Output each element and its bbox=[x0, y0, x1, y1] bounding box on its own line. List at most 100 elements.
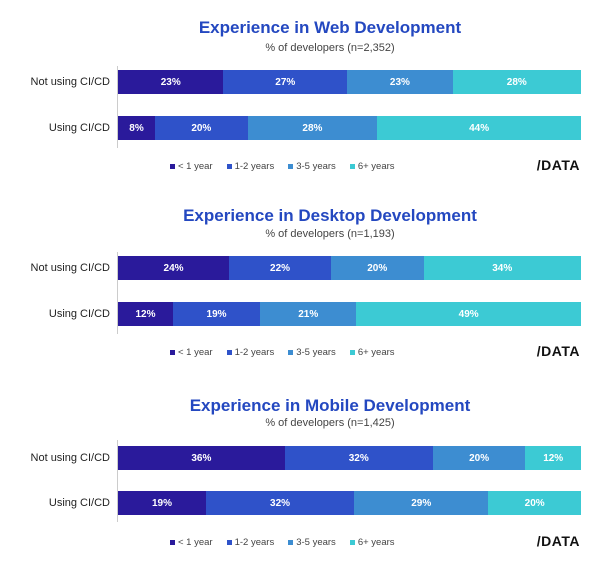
chart-subtitle: % of developers (n=1,193) bbox=[265, 228, 395, 240]
category-label: Using CI/CD bbox=[48, 497, 110, 509]
brand-logo: /DATA bbox=[536, 157, 580, 173]
legend-label: 3-5 years bbox=[296, 347, 336, 358]
legend-swatch bbox=[288, 540, 294, 545]
bar-segment: 24% bbox=[118, 256, 230, 280]
legend-label: 3-5 years bbox=[296, 537, 336, 548]
legend: < 1 year 1-2 years 3-5 years 6+ years bbox=[170, 161, 395, 172]
brand-logo: /DATA bbox=[536, 343, 580, 359]
data-label: 34% bbox=[492, 262, 513, 274]
bar-segment: 36% bbox=[118, 446, 285, 470]
stacked-bar: 8% 20% 28% 44% bbox=[118, 116, 581, 140]
category-axis bbox=[117, 440, 118, 522]
bar-segment: 28% bbox=[452, 70, 581, 94]
legend-item: 1-2 years bbox=[226, 537, 275, 548]
legend-item: 3-5 years bbox=[288, 537, 336, 548]
chart-title: Experience in Web Development bbox=[198, 18, 462, 37]
legend-item: 6+ years bbox=[349, 161, 395, 172]
category-axis bbox=[117, 252, 118, 334]
data-label: 28% bbox=[302, 122, 323, 134]
chart-subtitle: % of developers (n=2,352) bbox=[265, 42, 395, 54]
chart-panel-mobile: Experience in Mobile Development % of de… bbox=[0, 376, 602, 566]
bar-segment: 19% bbox=[173, 302, 261, 326]
legend-item: < 1 year bbox=[170, 347, 213, 358]
legend-label: < 1 year bbox=[178, 347, 213, 358]
data-label: 28% bbox=[506, 76, 527, 88]
legend-swatch bbox=[170, 164, 175, 169]
data-label: 32% bbox=[270, 497, 291, 509]
legend-item: 6+ years bbox=[349, 347, 395, 358]
bar-segment: 20% bbox=[330, 256, 424, 280]
legend-swatch bbox=[170, 540, 175, 545]
bar-segment: 49% bbox=[356, 302, 581, 326]
legend-swatch bbox=[288, 164, 294, 169]
legend-item: 3-5 years bbox=[288, 347, 336, 358]
legend-label: 1-2 years bbox=[234, 347, 275, 358]
bar-segment: 20% bbox=[155, 116, 248, 140]
data-label: 20% bbox=[367, 262, 388, 274]
chart-panel-desktop: Experience in Desktop Development % of d… bbox=[0, 188, 602, 376]
legend-label: < 1 year bbox=[178, 161, 213, 172]
data-label: 24% bbox=[163, 262, 184, 274]
category-label: Using CI/CD bbox=[48, 308, 110, 320]
bar-segment: 23% bbox=[118, 70, 224, 94]
stacked-bar: 24% 22% 20% 34% bbox=[118, 256, 581, 280]
legend-label: 1-2 years bbox=[234, 537, 275, 548]
stacked-bar: 36% 32% 20% 12% bbox=[118, 446, 581, 470]
bar-segment: 23% bbox=[347, 70, 453, 94]
bar-segment: 32% bbox=[205, 491, 355, 515]
legend-swatch bbox=[226, 540, 232, 545]
stacked-bar: 23% 27% 23% 28% bbox=[118, 70, 581, 94]
legend-swatch bbox=[288, 350, 294, 355]
bar-segment: 32% bbox=[284, 446, 433, 470]
bar-segment: 20% bbox=[488, 491, 581, 515]
legend-item: < 1 year bbox=[170, 537, 213, 548]
brand-logo: /DATA bbox=[536, 533, 580, 549]
bar-segment: 8% bbox=[118, 116, 156, 140]
data-label: 49% bbox=[458, 308, 479, 320]
data-label: 32% bbox=[348, 452, 369, 464]
data-label: 29% bbox=[411, 497, 432, 509]
legend-label: 6+ years bbox=[357, 161, 395, 172]
legend-item: < 1 year bbox=[170, 161, 213, 172]
data-label: 20% bbox=[469, 452, 490, 464]
bar-segment: 12% bbox=[118, 302, 173, 326]
bar-segment: 21% bbox=[260, 302, 357, 326]
legend-swatch bbox=[226, 350, 232, 355]
bar-segment: 20% bbox=[432, 446, 526, 470]
data-label: 21% bbox=[298, 308, 319, 320]
data-label: 27% bbox=[275, 76, 296, 88]
legend-label: 6+ years bbox=[357, 347, 395, 358]
data-label: 20% bbox=[191, 122, 212, 134]
bar-segment: 34% bbox=[423, 256, 581, 280]
data-label: 23% bbox=[160, 76, 181, 88]
chart-title: Experience in Mobile Development bbox=[189, 396, 471, 415]
legend-item: 3-5 years bbox=[288, 161, 336, 172]
data-label: 20% bbox=[524, 497, 545, 509]
bar-segment: 19% bbox=[118, 491, 206, 515]
category-label: Not using CI/CD bbox=[30, 76, 110, 88]
category-label: Using CI/CD bbox=[48, 122, 110, 134]
data-label: 19% bbox=[151, 497, 172, 509]
data-label: 22% bbox=[270, 262, 291, 274]
legend: < 1 year 1-2 years 3-5 years 6+ years bbox=[170, 537, 395, 548]
category-axis bbox=[117, 66, 118, 148]
bar-segment: 22% bbox=[229, 256, 331, 280]
data-label: 44% bbox=[469, 122, 490, 134]
bar-segment: 44% bbox=[377, 116, 581, 140]
chart-title: Experience in Desktop Development bbox=[183, 206, 477, 225]
legend-label: < 1 year bbox=[178, 537, 213, 548]
legend-item: 1-2 years bbox=[226, 161, 275, 172]
bar-segment: 27% bbox=[223, 70, 348, 94]
bar-segment: 12% bbox=[525, 446, 581, 470]
legend-label: 3-5 years bbox=[296, 161, 336, 172]
category-label: Not using CI/CD bbox=[30, 452, 110, 464]
stacked-bar: 12% 19% 21% 49% bbox=[118, 302, 581, 326]
legend-label: 1-2 years bbox=[234, 161, 275, 172]
data-label: 12% bbox=[543, 452, 564, 464]
stacked-bar: 19% 32% 29% 20% bbox=[118, 491, 581, 515]
legend-swatch bbox=[349, 350, 355, 355]
data-label: 8% bbox=[129, 122, 144, 134]
legend-swatch bbox=[226, 164, 232, 169]
legend-swatch bbox=[349, 540, 355, 545]
bar-segment: 28% bbox=[247, 116, 378, 140]
